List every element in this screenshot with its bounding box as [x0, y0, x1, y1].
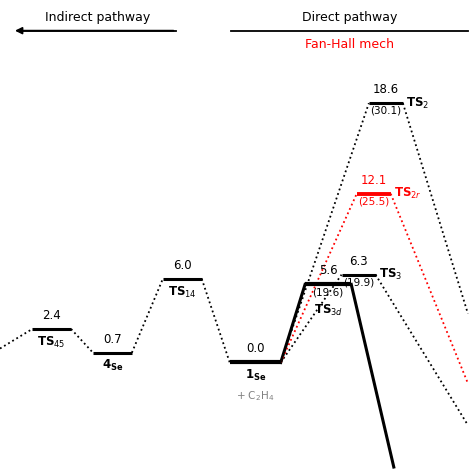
Text: 0.0: 0.0 — [246, 343, 264, 356]
Text: (19.6): (19.6) — [312, 288, 344, 298]
Text: $\mathbf{1}_{\mathbf{Se}}$: $\mathbf{1}_{\mathbf{Se}}$ — [245, 368, 266, 383]
Text: TS$_{3d}$: TS$_{3d}$ — [314, 302, 343, 318]
Text: TS$_{45}$: TS$_{45}$ — [37, 335, 66, 350]
Text: 5.6: 5.6 — [319, 264, 337, 277]
Text: Direct pathway: Direct pathway — [302, 11, 397, 24]
Text: TS$_{2r}$: TS$_{2r}$ — [394, 186, 421, 201]
Text: Indirect pathway: Indirect pathway — [45, 11, 150, 24]
Text: 12.1: 12.1 — [361, 174, 387, 187]
Text: TS$_{14}$: TS$_{14}$ — [168, 284, 197, 300]
Text: (19.9): (19.9) — [343, 277, 374, 287]
Text: 6.3: 6.3 — [349, 255, 368, 268]
Text: + C$_2$H$_4$: + C$_2$H$_4$ — [236, 389, 274, 403]
Text: TS$_{3}$: TS$_{3}$ — [379, 267, 402, 282]
Text: (25.5): (25.5) — [358, 197, 389, 207]
Text: Fan-Hall mech: Fan-Hall mech — [305, 37, 394, 51]
Text: (30.1): (30.1) — [370, 106, 401, 116]
Text: 6.0: 6.0 — [173, 259, 191, 272]
Text: $\mathbf{4}_{\mathbf{Se}}$: $\mathbf{4}_{\mathbf{Se}}$ — [102, 358, 123, 374]
Text: 2.4: 2.4 — [42, 309, 61, 322]
Text: 18.6: 18.6 — [373, 83, 399, 96]
Text: TS$_{2}$: TS$_{2}$ — [406, 96, 429, 111]
Text: 0.7: 0.7 — [103, 333, 122, 346]
